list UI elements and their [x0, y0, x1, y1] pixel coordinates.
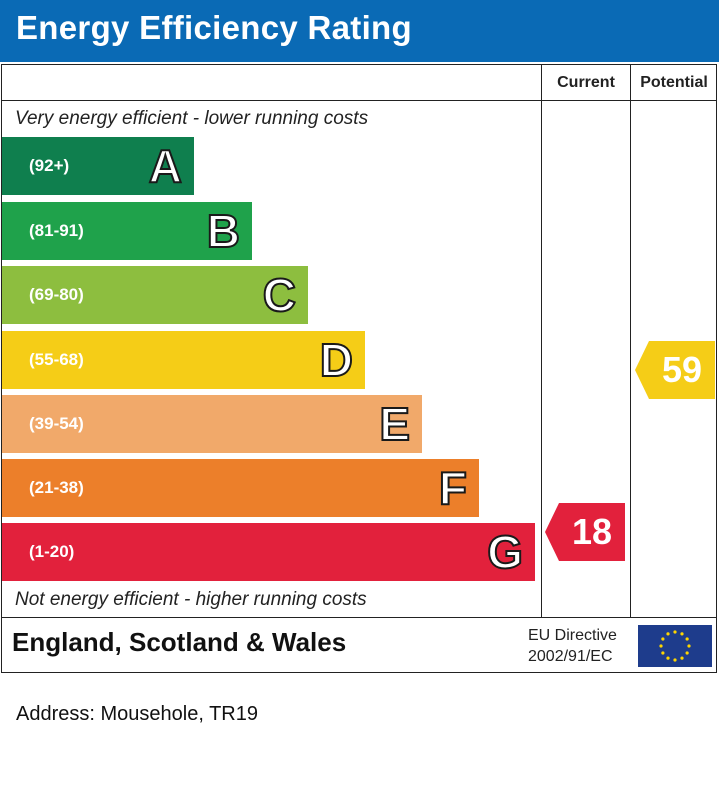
band-letter: D: [319, 333, 354, 387]
band-range-label: (81-91): [29, 221, 84, 240]
rating-frame: [1, 64, 717, 673]
column-divider-current: [541, 64, 542, 617]
current-pointer-arrow: [545, 503, 625, 561]
potential-pointer-arrow: [635, 341, 715, 399]
eu-star-icon: [680, 632, 684, 636]
efficient-note: Very energy efficient - lower running co…: [15, 108, 369, 129]
band-letter: F: [438, 461, 468, 515]
rating-band-e: (39-54) E: [2, 395, 422, 453]
band-range-label: (55-68): [29, 350, 84, 369]
eu-star-icon: [666, 656, 670, 660]
band-letter: C: [262, 268, 297, 322]
band-letter: A: [148, 139, 183, 193]
band-range-label: (39-54): [29, 414, 84, 433]
eu-directive-label: EU Directive: [528, 627, 617, 644]
region-label: England, Scotland & Wales: [12, 627, 347, 657]
eu-directive-number: 2002/91/EC: [528, 648, 613, 665]
rating-band-c: (69-80) C: [2, 266, 308, 324]
rating-band-g: (1-20) G: [2, 523, 535, 581]
eu-star-icon: [666, 632, 670, 636]
eu-star-icon: [673, 658, 677, 662]
band-letter: G: [486, 525, 524, 579]
current-rating-pointer: 18: [545, 503, 625, 561]
eu-star-icon: [659, 644, 663, 648]
band-range-label: (92+): [29, 156, 70, 175]
rating-band-b: (81-91) B: [2, 202, 252, 260]
column-header-potential: Potential: [640, 74, 708, 91]
inefficient-note: Not energy efficient - higher running co…: [15, 589, 367, 610]
header-row-divider: [1, 100, 717, 101]
eu-flag-icon: [638, 625, 712, 667]
potential-rating-value: 59: [661, 349, 703, 390]
band-range-label: (21-38): [29, 478, 84, 497]
band-letter: E: [378, 397, 411, 451]
eu-star-icon: [661, 637, 665, 641]
potential-rating-pointer: 59: [635, 341, 715, 399]
current-rating-value: 18: [571, 511, 613, 552]
eu-star-icon: [685, 637, 689, 641]
rating-band-f: (21-38) F: [2, 459, 479, 517]
eu-star-icon: [685, 651, 689, 655]
eu-star-icon: [687, 644, 691, 648]
rating-band-d: (55-68) D: [2, 331, 365, 389]
eu-star-icon: [661, 651, 665, 655]
header-bar: Energy Efficiency Rating: [0, 0, 719, 62]
rating-band-a: (92+) A: [2, 137, 194, 195]
property-address: Address: Mousehole, TR19: [16, 703, 258, 725]
footer-row-divider: [1, 617, 717, 618]
page-title: Energy Efficiency Rating: [16, 9, 412, 46]
column-header-current: Current: [557, 74, 615, 91]
eu-star-icon: [680, 656, 684, 660]
band-letter: B: [206, 204, 241, 258]
column-divider-potential: [630, 64, 631, 617]
band-range-label: (1-20): [29, 542, 75, 561]
band-range-label: (69-80): [29, 285, 84, 304]
eu-star-icon: [673, 630, 677, 634]
